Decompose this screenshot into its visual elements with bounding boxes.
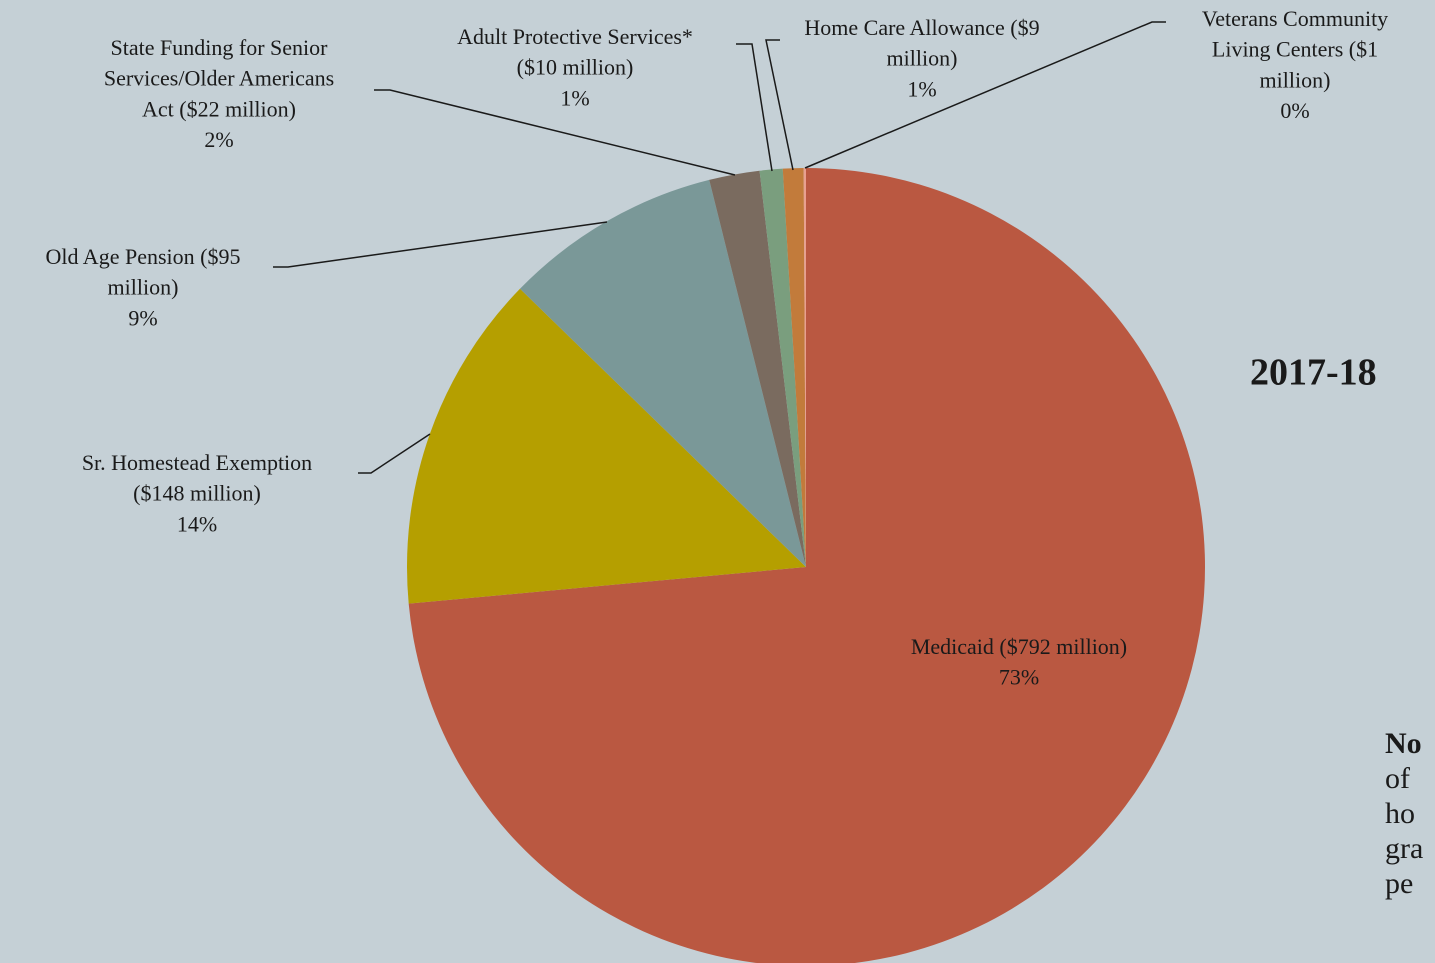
slice-label: Home Care Allowance ($9	[804, 15, 1039, 40]
slice-percent: 1%	[907, 76, 936, 101]
pie	[407, 168, 1205, 963]
leader-line	[358, 433, 431, 474]
slice-percent: 1%	[560, 85, 589, 110]
note-text: ho	[1385, 797, 1415, 830]
slice-label: Services/Older Americans	[104, 66, 334, 91]
leader-line	[765, 39, 794, 171]
slice-label: Medicaid ($792 million)	[911, 634, 1127, 659]
pie-slice	[759, 168, 806, 567]
slice-percent: 14%	[177, 511, 217, 536]
pie-slice	[782, 168, 806, 568]
note-text: gra	[1385, 832, 1423, 865]
leader-line	[273, 221, 608, 268]
pie-slice	[519, 179, 806, 568]
slice-percent: 9%	[128, 305, 157, 330]
leader-line	[374, 89, 736, 176]
leader-line	[736, 43, 773, 172]
leader-line	[804, 21, 1166, 169]
pie-slice	[803, 168, 806, 567]
slice-label: million)	[1260, 67, 1331, 92]
chart-title: 2017-18	[1250, 352, 1377, 394]
slice-label: million)	[108, 275, 179, 300]
slice-label: Adult Protective Services*	[457, 24, 693, 49]
note-text: pe	[1385, 867, 1413, 900]
slice-label: State Funding for Senior	[111, 35, 329, 60]
note-text: of	[1385, 762, 1410, 795]
pie-slice	[408, 168, 1205, 963]
slice-percent: 0%	[1280, 98, 1309, 123]
slice-label: million)	[887, 46, 958, 71]
pie-slice	[709, 170, 806, 567]
slice-label: Act ($22 million)	[142, 96, 296, 121]
slice-label: Living Centers ($1	[1212, 37, 1378, 62]
slice-percent: 73%	[999, 665, 1039, 690]
slice-percent: 2%	[204, 127, 233, 152]
slice-label: ($148 million)	[133, 481, 261, 506]
slice-label: ($10 million)	[517, 55, 634, 80]
slice-label: Old Age Pension ($95	[46, 244, 241, 269]
slice-label: Veterans Community	[1202, 6, 1388, 31]
pie-slice	[407, 288, 806, 604]
note-text: No	[1385, 727, 1422, 760]
slice-label: Sr. Homestead Exemption	[82, 450, 312, 475]
